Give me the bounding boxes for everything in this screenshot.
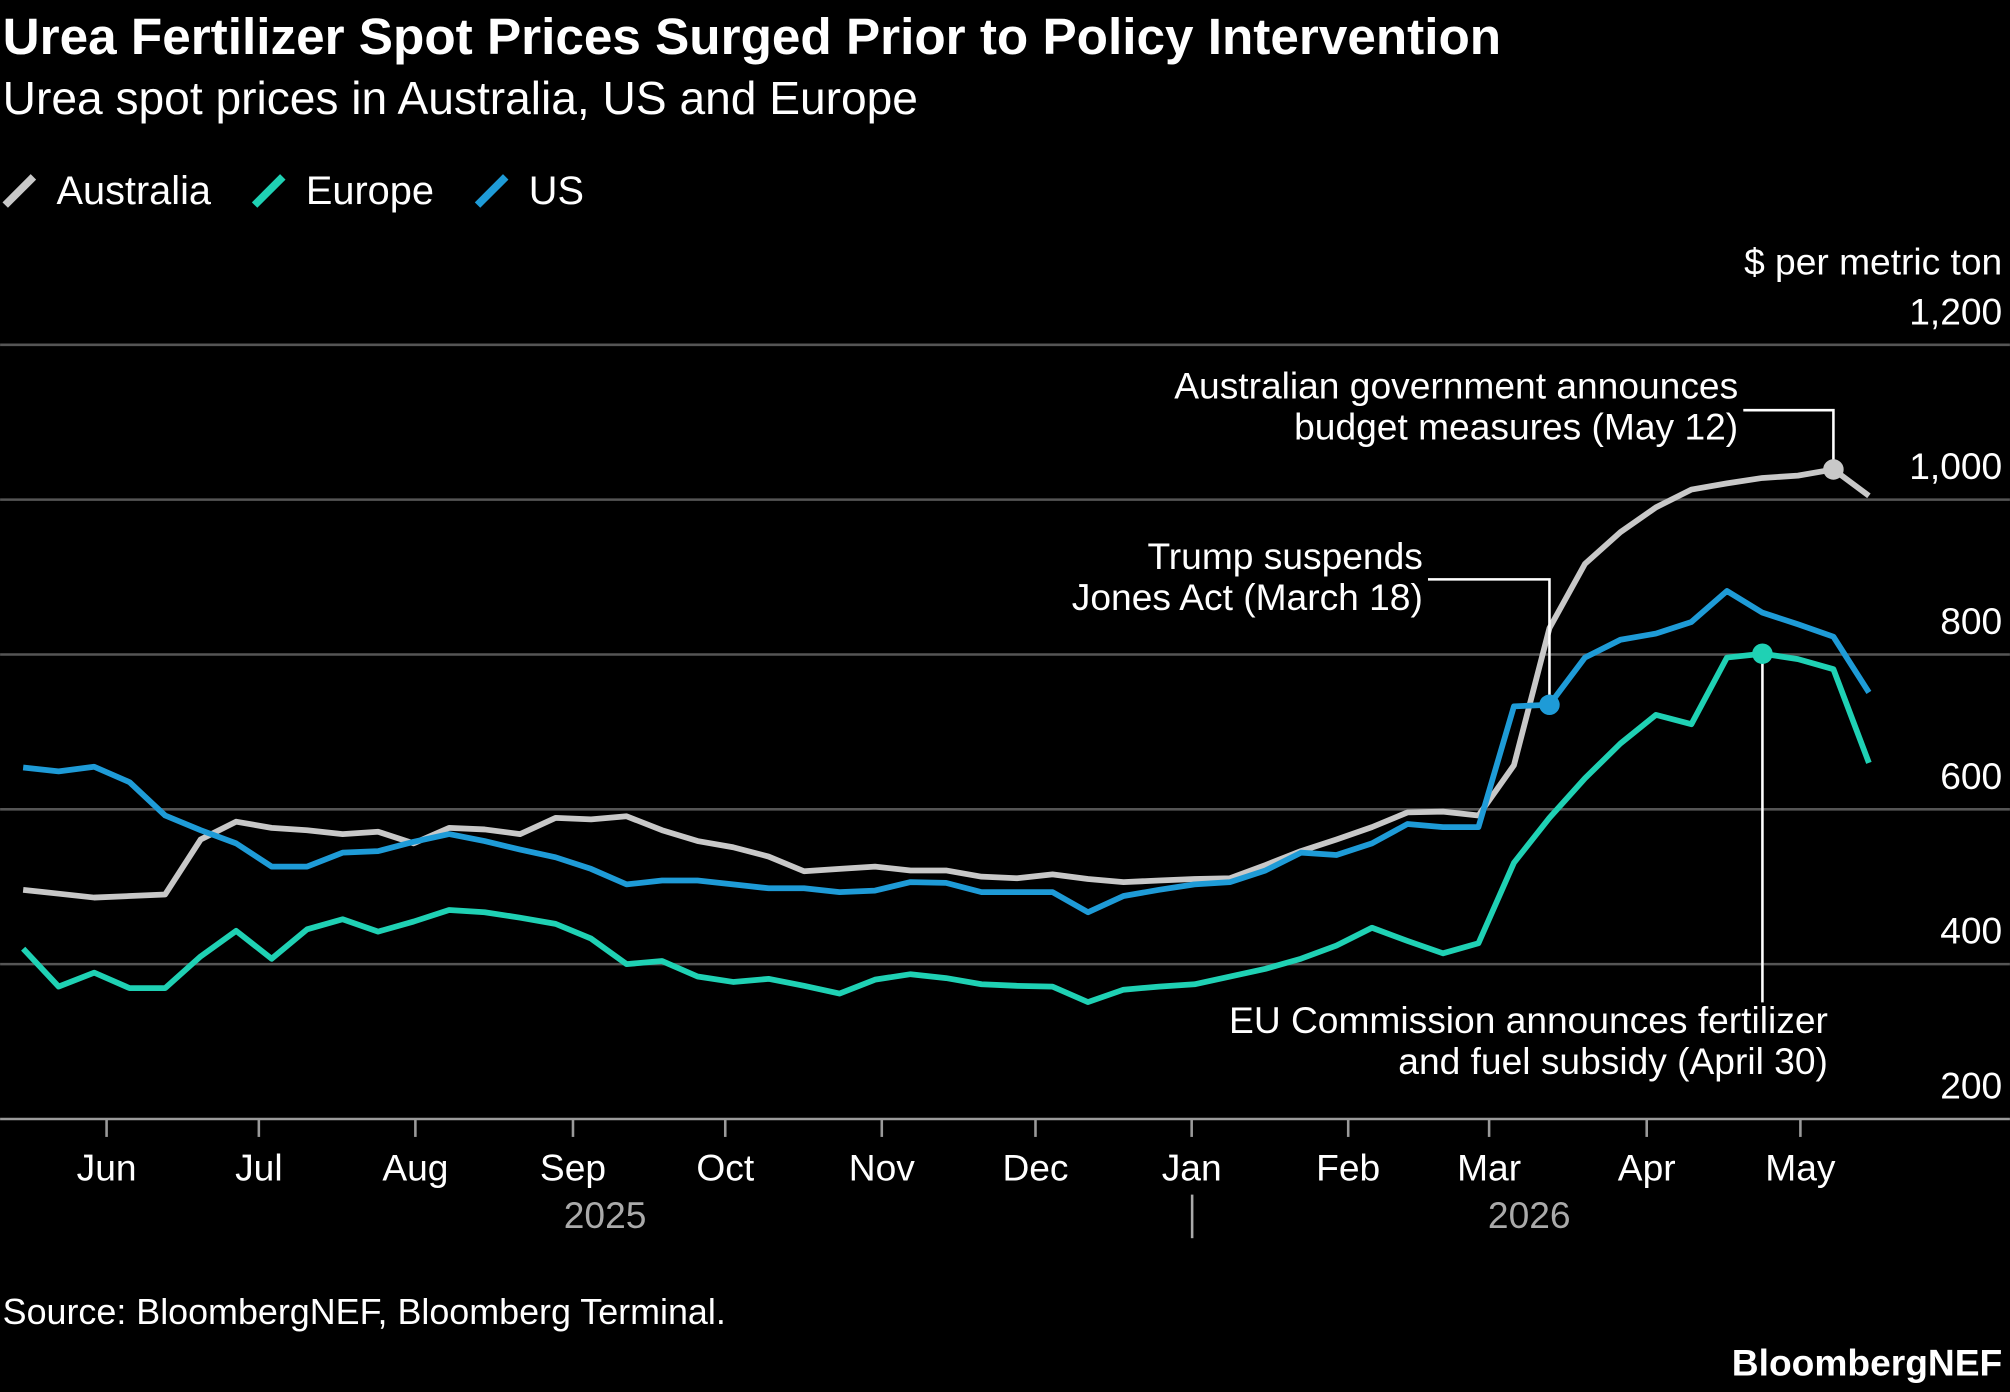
y-tick-label: 200 [1940,1064,2002,1106]
annotation-leader [1743,408,1835,470]
x-tick-label: Feb [1316,1147,1380,1189]
brand: BloombergNEF [1732,1341,2002,1383]
x-tick-label: Mar [1457,1147,1521,1189]
chart-title: Urea Fertilizer Spot Prices Surged Prior… [3,8,1501,65]
y-tick-label: 1,000 [1909,445,2002,487]
series-line [22,588,1872,916]
annotation-text: Australian government announces [1174,365,1738,407]
annotation-text: budget measures (May 12) [1294,406,1738,448]
series-line [22,466,1871,901]
x-tick-label: Apr [1618,1147,1676,1189]
x-tick-label: Jan [1162,1147,1222,1189]
year-label: 2026 [1488,1194,1571,1236]
x-tick-label: Aug [382,1147,448,1189]
y-tick-label: 1,200 [1909,290,2002,332]
x-tick-label: Nov [849,1147,915,1189]
x-tick-label: Jul [235,1147,282,1189]
y-tick-label: 800 [1940,600,2002,642]
x-tick-label: Jun [77,1147,137,1189]
source: Source: BloombergNEF, Bloomberg Terminal… [3,1292,726,1332]
annotation-text: and fuel subsidy (April 30) [1398,1040,1828,1082]
legend-label: Australia [56,169,211,213]
x-tick-label: Dec [1002,1147,1068,1189]
legend-swatch [251,174,286,208]
y-tick-label: 600 [1940,755,2002,797]
chart-subtitle: Urea spot prices in Australia, US and Eu… [3,72,918,124]
annotation-marker [1539,694,1560,716]
x-tick-label: Oct [696,1147,754,1189]
annotation-leader [1427,578,1551,705]
y-axis-label: $ per metric ton [1744,240,2002,282]
x-tick-label: May [1765,1147,1836,1189]
annotation-text: Trump suspends [1147,535,1422,577]
annotation-text: EU Commission announces fertilizer [1229,999,1828,1041]
series-line [21,650,1872,1005]
annotation-marker [1823,459,1844,480]
x-tick-label: Sep [540,1147,606,1189]
year-label: 2025 [564,1194,647,1236]
annotation-text: Jones Act (March 18) [1072,576,1423,618]
legend-swatch [474,174,509,208]
legend-swatch [2,174,37,208]
legend-label: US [529,169,584,213]
annotation-marker [1752,643,1773,664]
legend-label: Europe [306,169,434,213]
y-tick-label: 400 [1940,910,2002,952]
